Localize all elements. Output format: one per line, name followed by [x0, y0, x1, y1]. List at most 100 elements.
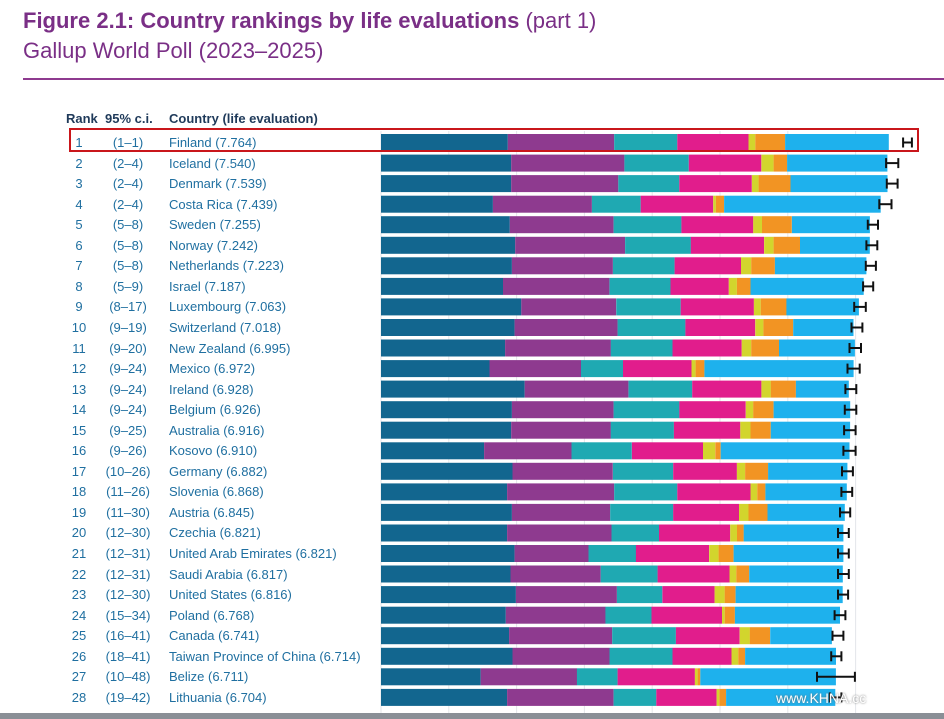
country-label: Slovenia (6.868) [169, 484, 264, 500]
bar-segment-healthy-life [670, 277, 729, 295]
bar-segment-generosity [758, 175, 791, 193]
bar-segment-dystopia-residual [381, 277, 503, 295]
bar-segment-social-support [614, 134, 678, 151]
bar-segment-corruption [749, 565, 843, 583]
table-row: 28 (19–42) Lithuania (6.704) [0, 688, 944, 708]
bar-segment-corruption [773, 401, 851, 419]
bar-segment-healthy-life [688, 154, 762, 172]
ci-label: (2–4) [112, 155, 144, 171]
life-evaluation-value: 7.439 [240, 196, 274, 212]
bar-segment-generosity [724, 606, 735, 624]
bar-segment-dystopia-residual [381, 627, 510, 645]
ci-label: (11–26) [106, 484, 150, 500]
bar-segment-social-support [616, 298, 681, 316]
country-label: Lithuania (6.704) [169, 689, 267, 705]
bar-segment-healthy-life [617, 668, 695, 686]
country-name: Ireland [169, 381, 209, 397]
country-name: Czechia [169, 525, 216, 541]
bar-segment-dystopia-residual [381, 483, 508, 501]
bar-segment-dystopia-residual [381, 606, 506, 624]
bar-segment-healthy-life [692, 380, 762, 398]
country-name: Iceland [169, 155, 211, 171]
bar-segment-freedom [741, 257, 752, 275]
bar-segment-freedom [745, 401, 754, 419]
country-label: United States (6.816) [169, 587, 292, 603]
highlight-box-finland [69, 128, 919, 152]
rank-label: 19 [71, 504, 87, 520]
rank-label: 23 [71, 587, 87, 603]
bar-segment-gdp [511, 401, 614, 419]
rank-label: 2 [75, 155, 83, 171]
bar-segment-healthy-life [651, 606, 722, 624]
ci-label: (16–41) [105, 628, 151, 644]
bar-segment-social-support [581, 360, 623, 378]
bar-segment-dystopia-residual [381, 154, 512, 172]
life-evaluation-value: 7.242 [221, 237, 254, 253]
bar-segment-generosity [738, 647, 746, 665]
bar-segment-freedom [764, 236, 774, 254]
table-row: 9 (8–17) Luxembourg (7.063) [0, 297, 944, 317]
life-evaluation-value: 6.817 [250, 566, 284, 582]
rank-label: 9 [75, 299, 83, 315]
country-name: Slovenia [169, 484, 219, 500]
bar-segment-corruption [724, 195, 881, 213]
bar-segment-generosity [762, 216, 792, 234]
header-rank: Rank [66, 111, 98, 126]
table-row: 4 (2–4) Costa Rica (7.439) [0, 195, 944, 215]
bar-segment-corruption [704, 360, 854, 378]
bar-segment-freedom [716, 688, 720, 706]
bar-segment-gdp [512, 647, 610, 665]
table-row: 2 (2–4) Iceland (7.540) [0, 154, 944, 174]
rank-label: 6 [75, 237, 83, 253]
ci-label: (5–8) [112, 237, 144, 253]
country-name: Canada [169, 628, 215, 644]
bar-segment-generosity [719, 688, 727, 706]
bar-segment-corruption [768, 462, 848, 480]
country-label: Kosovo (6.910) [169, 443, 258, 459]
bar-segment-dystopia-residual [381, 319, 515, 336]
ci-label: (9–19) [109, 319, 147, 335]
life-evaluation-value: 7.764 [219, 135, 253, 150]
life-evaluation-value: 6.868 [226, 484, 260, 500]
bar-segment-generosity [748, 503, 768, 521]
ci-label: (2–4) [112, 176, 144, 192]
bar-segment-generosity [736, 565, 750, 583]
table-row: 23 (12–30) United States (6.816) [0, 585, 944, 605]
bar-segment-corruption [733, 545, 844, 562]
country-label: New Zealand (6.995) [169, 340, 291, 356]
country-label: Mexico (6.972) [169, 361, 256, 377]
bar-segment-corruption [767, 503, 845, 521]
figure-title-main: Figure 2.1: Country rankings by life eva… [23, 8, 520, 33]
country-name: Lithuania [169, 689, 222, 705]
bar-segment-social-support [609, 647, 673, 665]
bottom-divider [0, 713, 944, 719]
country-label: Poland (6.768) [169, 607, 255, 623]
ci-label: (5–8) [112, 217, 144, 233]
life-evaluation-value: 6.882 [230, 463, 263, 479]
country-label: United Arab Emirates (6.821) [169, 546, 337, 561]
bar-segment-corruption [770, 421, 851, 439]
bar-segment-social-support [605, 606, 652, 624]
table-row: 11 (9–20) New Zealand (6.995) [0, 339, 944, 359]
table-row: 17 (10–26) Germany (6.882) [0, 462, 944, 482]
header-ci: 95% c.i. [105, 111, 153, 126]
bar-segment-dystopia-residual [381, 688, 508, 706]
country-label: Czechia (6.821) [169, 525, 261, 541]
bar-segment-generosity [750, 421, 771, 439]
bar-segment-gdp [509, 216, 614, 234]
bar-segment-social-support [609, 277, 671, 295]
country-name: Norway [169, 237, 214, 253]
bar-segment-healthy-life [657, 565, 730, 583]
bar-segment-social-support [610, 503, 674, 521]
bar-segment-dystopia-residual [381, 442, 485, 460]
bar-segment-freedom [736, 462, 745, 480]
bar-segment-generosity [757, 483, 766, 501]
bar-segment-healthy-life [672, 647, 732, 665]
header-country: Country (life evaluation) [169, 111, 318, 126]
bar-segment-freedom [748, 134, 756, 151]
ci-label: (2–4) [112, 196, 144, 212]
country-label: Luxembourg (7.063) [169, 299, 287, 315]
bar-segment-gdp [511, 154, 625, 172]
bar-segment-gdp [507, 688, 614, 706]
